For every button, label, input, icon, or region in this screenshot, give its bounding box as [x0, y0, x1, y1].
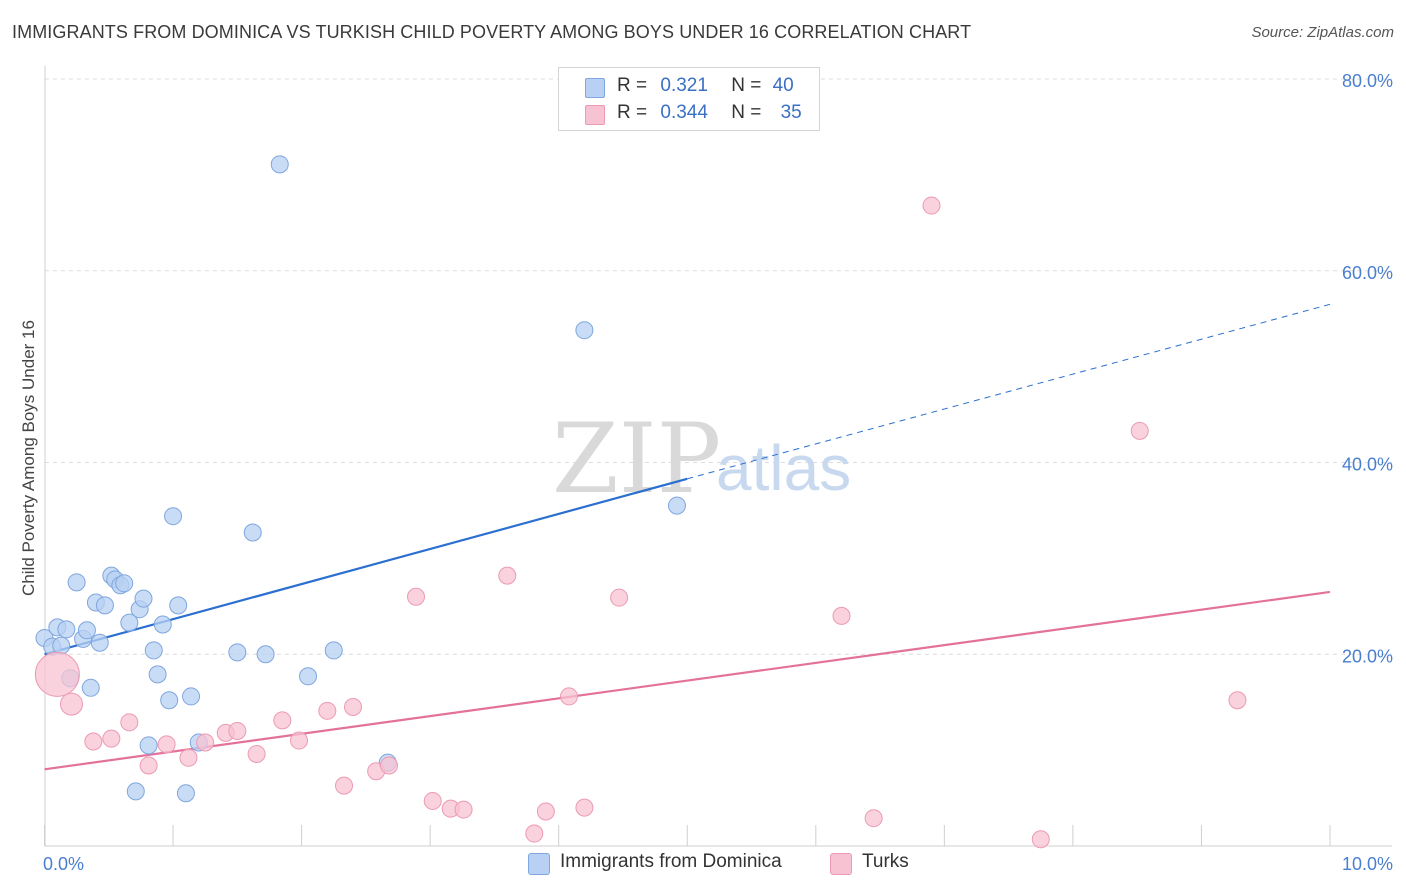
point-dominica-11: [90, 633, 109, 652]
point-turks-19: [407, 587, 426, 606]
legend-swatch-dominica: [528, 853, 550, 875]
point-dominica-22: [144, 641, 163, 660]
legend-n-label: N =: [731, 102, 762, 123]
point-turks-28: [610, 588, 629, 607]
stats-legend: R = 0.321 N = 40 R = 0.344 N = 35: [558, 67, 820, 131]
point-dominica-29: [182, 687, 201, 706]
legend-n-label: N =: [731, 75, 762, 96]
source-credit: Source: ZipAtlas.com: [1251, 24, 1394, 41]
point-turks-27: [575, 798, 594, 817]
point-dominica-32: [243, 523, 262, 542]
legend-swatch-dominica: [585, 78, 605, 98]
point-dominica-4: [57, 620, 76, 639]
legend-r-label: R =: [617, 75, 648, 96]
legend-r-label: R =: [617, 102, 648, 123]
y-tick-label-80: 80.0%: [1342, 71, 1393, 91]
legend-swatch-turks: [830, 853, 852, 875]
point-dominica-6: [67, 573, 86, 592]
point-dominica-38: [575, 321, 594, 340]
legend-label-turks: Turks: [862, 851, 909, 872]
point-turks-18: [380, 756, 399, 775]
legend-swatch-turks: [585, 105, 605, 125]
x-tick-label-10: 10.0%: [1342, 854, 1393, 874]
data-points: [34, 155, 1247, 849]
legend-r-value-dominica: 0.321: [660, 75, 708, 96]
point-turks-7: [179, 748, 198, 767]
point-dominica-23: [148, 665, 167, 684]
point-dominica-9: [81, 678, 100, 697]
y-tick-label-20: 20.0%: [1342, 646, 1393, 666]
point-dominica-12: [95, 596, 114, 615]
point-dominica-25: [160, 691, 179, 710]
point-turks-32: [1031, 830, 1050, 849]
point-turks-0: [34, 651, 80, 697]
point-dominica-28: [176, 784, 195, 803]
point-turks-29: [832, 606, 851, 625]
point-dominica-21: [139, 736, 158, 755]
x-tick-label-0: 0.0%: [43, 854, 84, 874]
axes: [44, 66, 1392, 847]
legend-label-dominica: Immigrants from Dominica: [560, 851, 782, 872]
point-turks-10: [228, 721, 247, 740]
point-dominica-36: [324, 641, 343, 660]
point-turks-13: [290, 731, 309, 750]
point-dominica-17: [120, 613, 139, 632]
point-turks-30: [864, 809, 883, 828]
point-turks-3: [102, 729, 121, 748]
legend-r-value-turks: 0.344: [660, 102, 708, 123]
point-turks-5: [139, 756, 158, 775]
watermark: ZIP atlas: [552, 403, 851, 515]
point-turks-16: [344, 697, 363, 716]
point-turks-1: [59, 692, 83, 716]
point-turks-33: [1130, 421, 1149, 440]
point-dominica-20: [134, 589, 153, 608]
point-dominica-35: [299, 667, 318, 686]
point-turks-2: [84, 732, 103, 751]
point-turks-34: [1228, 691, 1247, 710]
point-dominica-39: [667, 496, 686, 515]
point-dominica-27: [169, 596, 188, 615]
point-turks-6: [157, 735, 176, 754]
trend-line-dominica: [44, 477, 688, 656]
y-tick-label-40: 40.0%: [1342, 455, 1393, 475]
point-dominica-18: [126, 782, 145, 801]
point-turks-20: [423, 791, 442, 810]
point-dominica-8: [77, 621, 96, 640]
trend-line-turks: [44, 590, 1331, 771]
point-turks-31: [922, 196, 941, 215]
point-turks-26: [559, 687, 578, 706]
point-turks-23: [498, 566, 517, 585]
point-dominica-3: [52, 636, 71, 655]
point-turks-25: [536, 802, 555, 821]
point-turks-4: [120, 713, 139, 732]
grid-lines: [45, 78, 1392, 655]
watermark-atlas: atlas: [716, 432, 851, 504]
point-dominica-31: [228, 643, 247, 662]
trend-lines: [44, 303, 1331, 771]
point-turks-14: [318, 701, 337, 720]
point-dominica-34: [270, 155, 289, 174]
watermark-zip: ZIP: [552, 403, 721, 515]
point-turks-22: [454, 800, 473, 819]
point-dominica-26: [164, 507, 183, 526]
y-axis-label: Child Poverty Among Boys Under 16: [19, 320, 38, 596]
legend-n-value-turks: 35: [780, 102, 802, 123]
point-turks-11: [247, 744, 266, 763]
point-dominica-24: [153, 615, 172, 634]
point-turks-15: [335, 776, 354, 795]
point-turks-24: [525, 824, 544, 843]
point-turks-8: [196, 733, 215, 752]
y-tick-label-60: 60.0%: [1342, 263, 1393, 283]
tick-labels: 20.0% 40.0% 60.0% 80.0% 0.0% 10.0%: [43, 71, 1393, 874]
point-dominica-33: [256, 645, 275, 664]
point-turks-12: [273, 711, 292, 730]
legend-n-value-dominica: 40: [772, 75, 794, 96]
chart-title: IMMIGRANTS FROM DOMINICA VS TURKISH CHIL…: [12, 22, 972, 42]
point-dominica-16: [115, 574, 134, 593]
trend-line-dominica-extension: [687, 303, 1331, 480]
